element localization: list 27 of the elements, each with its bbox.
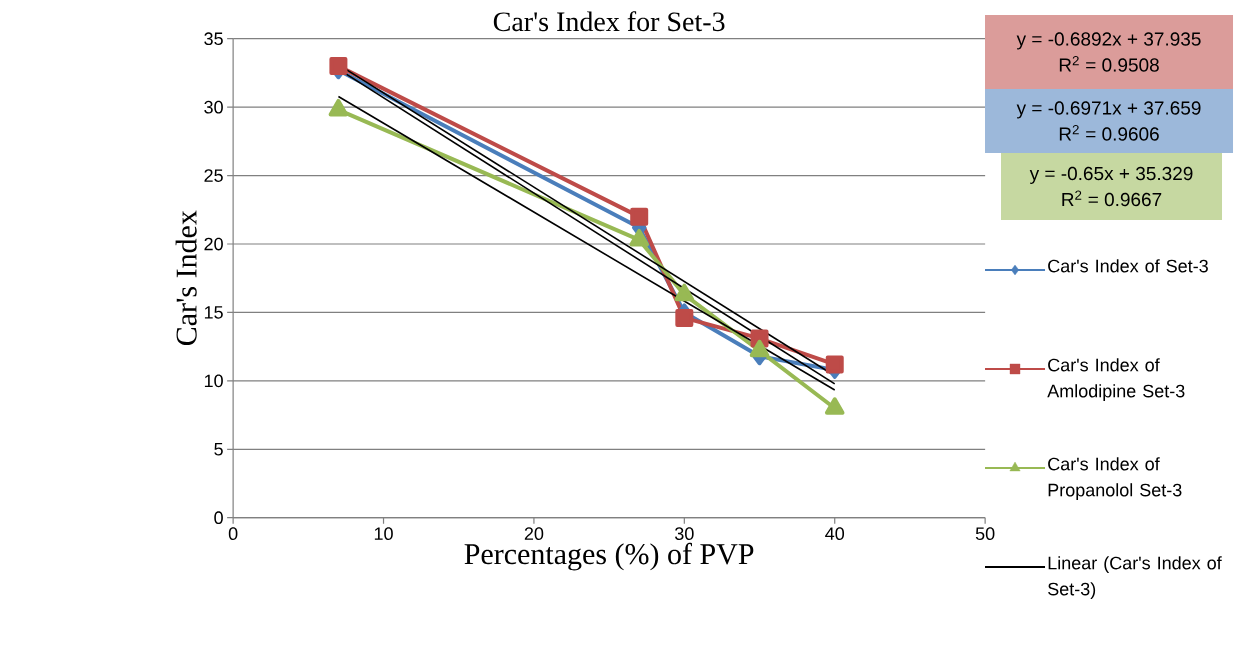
- text: y = -0.6971x + 37.659: [1016, 101, 1201, 119]
- text: R$^{2}$ = 0.9508: [1059, 55, 1159, 72]
- y-tick-label: 25: [204, 169, 223, 182]
- legend-label: Car's Index of Propanolol Set-3: [1048, 457, 1182, 500]
- y-tick-label: 15: [204, 306, 223, 319]
- x-axis-title: Percentages (%) of PVP: [464, 542, 754, 571]
- x-tick-label: 50: [975, 527, 995, 540]
- x-tick-label: 40: [825, 527, 845, 540]
- text: R$^{2}$ = 0.9667: [1062, 190, 1162, 207]
- text: R$^{2}$ = 0.9606: [1059, 124, 1159, 141]
- x-tick-label: 10: [374, 527, 393, 540]
- legend-label: Car's Index of Set-3: [1048, 259, 1208, 273]
- text: y = -0.65x + 35.329: [1029, 166, 1193, 184]
- y-axis-title: Car's Index: [175, 210, 197, 346]
- y-tick-label: 35: [204, 32, 223, 46]
- y-tick-label: 30: [204, 100, 223, 114]
- x-tick-label: 30: [675, 527, 694, 540]
- y-tick-label: 10: [204, 374, 223, 388]
- legend-label: Linear (Car's Index of Set-3): [1048, 556, 1222, 599]
- text: y = -0.6892x + 37.935: [1016, 32, 1201, 50]
- legend-label: Car's Index of Amlodipine Set-3: [1047, 358, 1185, 401]
- y-tick-label: 20: [204, 237, 223, 251]
- y-tick-label: 5: [214, 443, 223, 456]
- x-tick-label: 20: [524, 527, 544, 540]
- x-tick-label: 0: [228, 527, 238, 540]
- chart-title: Car's Index for Set-3: [493, 11, 725, 32]
- y-tick-label: 0: [214, 511, 223, 525]
